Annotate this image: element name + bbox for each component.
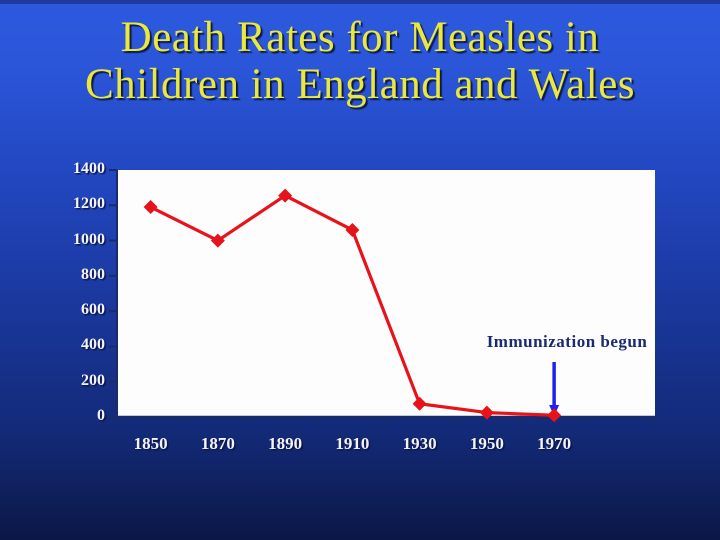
- x-axis-tick-label: 1970: [537, 434, 572, 453]
- slide-title-line-2: Children in England and Wales: [84, 61, 636, 108]
- y-axis-tick-label: 1400: [73, 160, 105, 177]
- y-axis-tick-label: 0: [97, 407, 105, 424]
- x-axis-tick-label: 1870: [200, 434, 235, 453]
- data-point-marker: [143, 200, 158, 215]
- data-point-marker: [479, 405, 494, 420]
- y-axis-tick-label: 800: [81, 265, 105, 283]
- x-axis-tick-label: 1910: [335, 434, 370, 453]
- data-point-marker: [210, 233, 225, 248]
- y-axis-tick-label: 200: [81, 371, 105, 389]
- annotation-immunization-begun: Immunization begun: [486, 332, 648, 351]
- data-point-marker: [547, 408, 562, 423]
- slide-title: Death Rates for Measles in Children in E…: [0, 14, 720, 108]
- x-axis-tick-label: 1930: [402, 434, 437, 453]
- plot-area: [117, 170, 655, 417]
- x-axis-tick-label: 1890: [268, 434, 303, 453]
- x-axis-tick-label: 1850: [133, 434, 168, 453]
- data-point-marker: [412, 396, 427, 411]
- data-point-marker: [278, 188, 293, 203]
- x-axis-tick-label: 1950: [469, 434, 504, 453]
- slide-title-line-1: Death Rates for Measles in: [120, 14, 600, 61]
- y-axis-tick-label: 600: [81, 301, 105, 319]
- slide-top-edge: [0, 0, 720, 4]
- data-point-marker: [345, 222, 360, 237]
- y-axis-tick-label: 1000: [73, 230, 105, 248]
- y-axis-tick-label: 400: [81, 336, 105, 354]
- y-axis-tick-label: 1200: [73, 195, 105, 213]
